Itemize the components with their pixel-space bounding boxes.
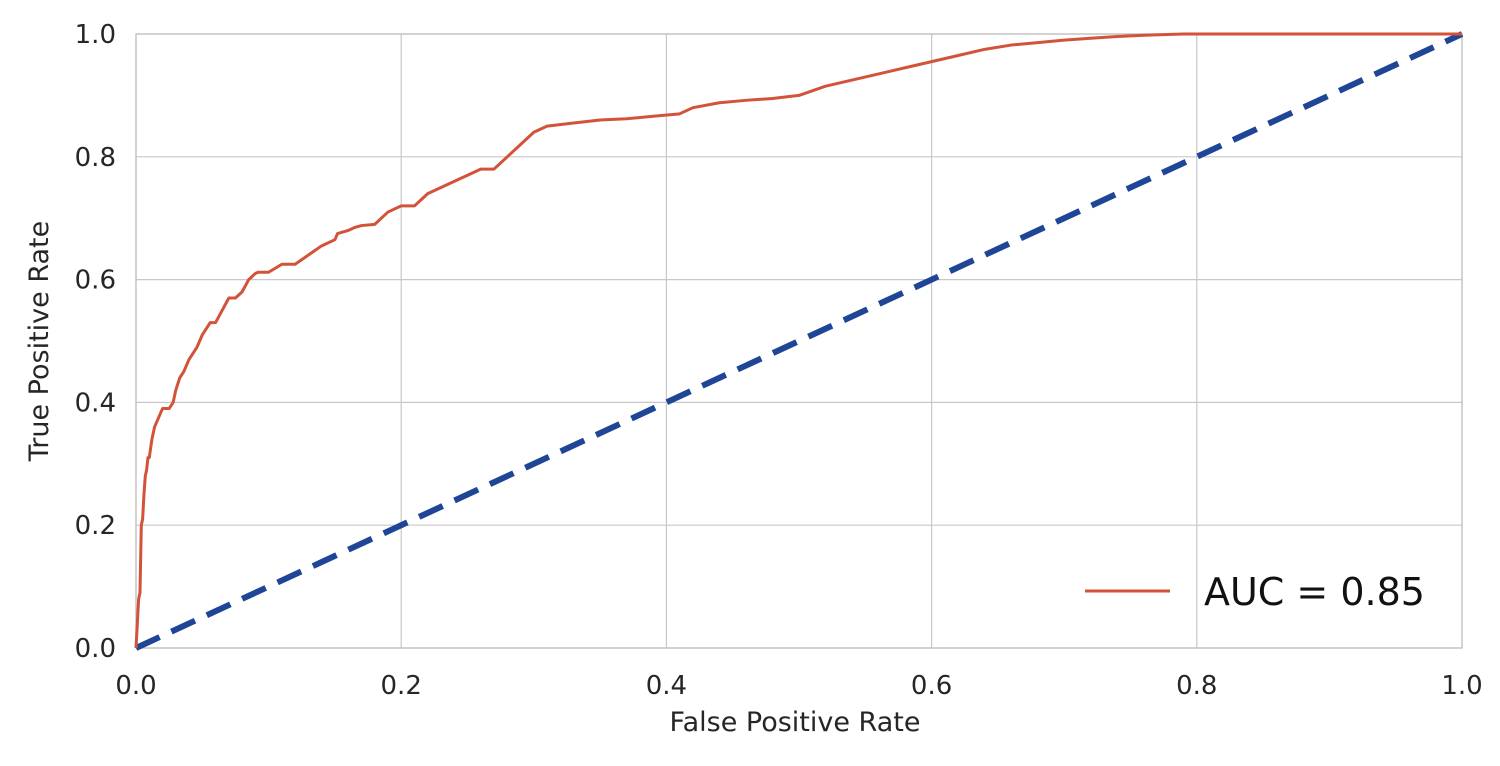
plot-frame — [135, 33, 1463, 649]
x-tick-label: 0.0 — [115, 671, 156, 701]
x-tick-label: 0.2 — [381, 671, 422, 701]
y-tick-label: 1.0 — [75, 20, 116, 50]
y-tick-label: 0.2 — [75, 511, 116, 541]
x-tick-label: 1.0 — [1441, 671, 1482, 701]
y-axis-label: True Positive Rate — [24, 221, 55, 463]
x-tick-label: 0.6 — [911, 671, 952, 701]
x-tick-label: 0.4 — [646, 671, 687, 701]
legend-label-roc: AUC = 0.85 — [1204, 570, 1425, 614]
y-tick-label: 0.0 — [75, 634, 116, 664]
y-tick-label: 0.8 — [75, 143, 116, 173]
series-layer — [134, 31, 1464, 651]
x-axis-label: False Positive Rate — [670, 707, 921, 738]
tick-labels: 0.0 0.2 0.4 0.6 0.8 1.0 0.0 0.2 0.4 0.6 0.8 1.0 — [75, 20, 1483, 701]
x-tick-label: 0.8 — [1176, 671, 1217, 701]
y-tick-label: 0.4 — [75, 388, 116, 418]
diagonal-reference-line — [134, 31, 1464, 651]
roc-curve-line — [134, 32, 1462, 649]
y-tick-label: 0.6 — [75, 266, 116, 296]
legend: AUC = 0.85 — [1085, 570, 1425, 614]
